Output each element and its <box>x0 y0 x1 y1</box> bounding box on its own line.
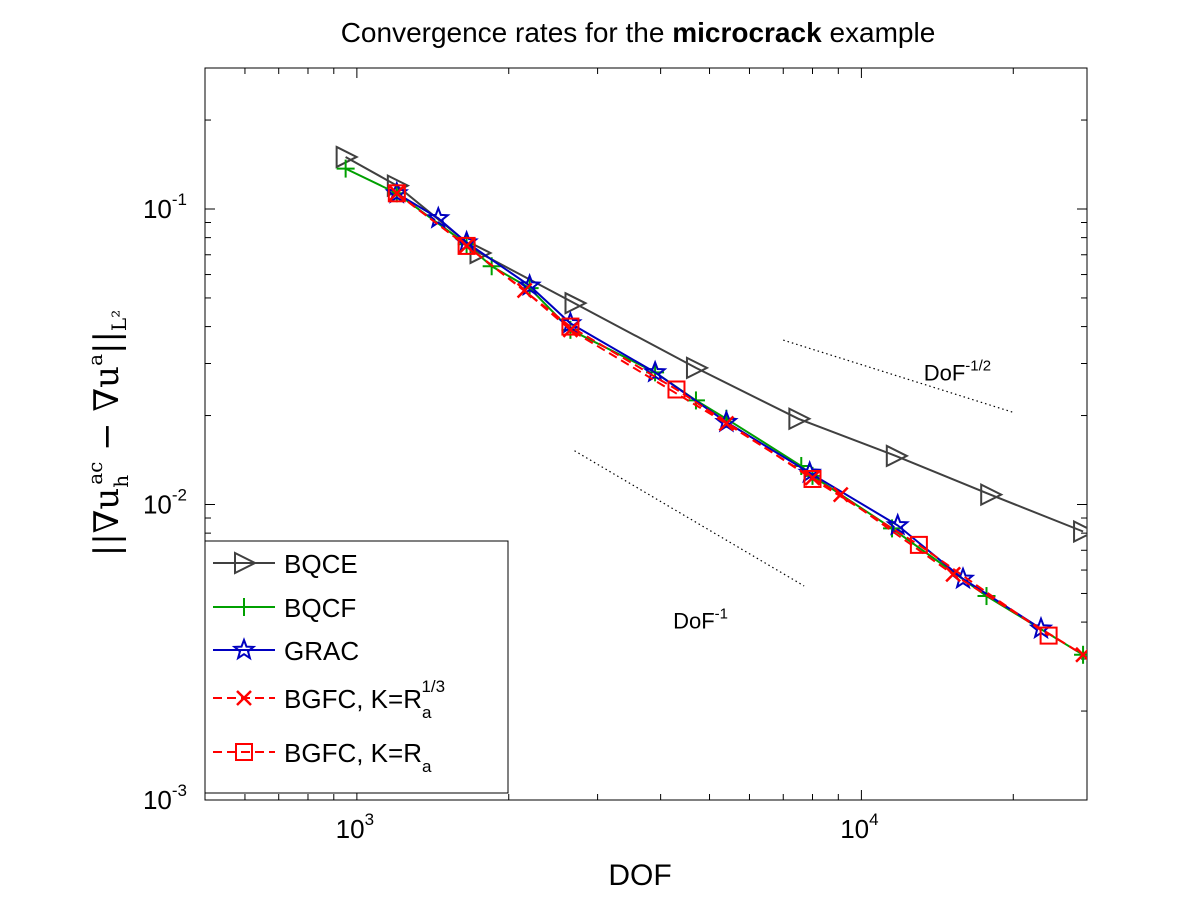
y-tick-label: 10-1 <box>143 190 187 224</box>
y-tick-label: 10-3 <box>143 781 187 815</box>
point-marker <box>980 483 1004 507</box>
point-marker <box>517 272 542 297</box>
series-line <box>396 192 1050 637</box>
point-marker <box>803 469 822 488</box>
point-marker <box>387 184 406 203</box>
legend-label: BQCF <box>284 593 356 623</box>
legend-label: GRAC <box>284 636 359 666</box>
ylabel-subend: L² <box>107 310 131 331</box>
ylabel-sup: ac <box>83 462 107 485</box>
legend-entry: BQCE <box>213 549 358 579</box>
slope-annotation: DoF-1/2 <box>924 357 991 385</box>
point-marker <box>561 317 580 336</box>
point-marker <box>426 205 451 229</box>
point-marker <box>1075 646 1087 663</box>
point-marker <box>236 690 252 706</box>
x-axis-label: DOF <box>608 859 671 892</box>
legend: BQCE BQCF GRAC BGFC, K=Ra1/3 BGFC, K=Ra <box>204 540 509 794</box>
ylabel-end: || <box>87 331 127 354</box>
title-emphasis: microcrack <box>672 17 822 48</box>
x-tick-label: 104 <box>840 810 878 844</box>
x-tick-label: 103 <box>336 810 374 844</box>
point-marker <box>457 236 476 255</box>
point-marker <box>231 637 257 661</box>
chart-title: Convergence rates for the microcrack exa… <box>341 17 936 48</box>
point-marker <box>1039 626 1058 645</box>
series-line <box>345 156 1084 533</box>
axis-ticks: 103 104 10-3 10-2 10-1 <box>143 68 1087 844</box>
point-marker <box>685 356 710 380</box>
point-marker <box>1073 519 1087 544</box>
point-marker <box>667 380 686 399</box>
point-marker <box>564 291 588 315</box>
point-marker <box>642 359 668 383</box>
point-marker <box>336 159 355 178</box>
slope-annotation: DoF-1 <box>673 606 728 634</box>
series-5 <box>387 184 1058 645</box>
y-tick-label: 10-2 <box>143 485 187 519</box>
ylabel-sub: h <box>109 475 133 488</box>
point-marker <box>788 407 812 431</box>
ylabel-mid: − ∇u <box>87 366 127 462</box>
legend-entry: BQCF <box>213 593 356 623</box>
legend-label: BGFC, K=Ra1/3 <box>284 677 445 722</box>
legend-entry: GRAC <box>213 636 359 666</box>
point-marker <box>885 444 910 468</box>
point-marker <box>235 743 253 761</box>
point-marker <box>945 566 962 583</box>
ylabel-sup2: a <box>83 354 107 366</box>
legend-entry: BGFC, K=Ra <box>213 738 432 776</box>
annotations: DoF-1/2 DoF-1 <box>673 357 991 633</box>
point-marker <box>234 551 258 575</box>
point-marker <box>797 459 823 484</box>
point-marker <box>832 486 849 503</box>
legend-label: BGFC, K=Ra <box>284 738 432 776</box>
title-suffix: example <box>829 17 935 48</box>
y-axis-label: ||∇uhac − ∇ua||L² <box>83 310 133 557</box>
legend-entry: BGFC, K=Ra1/3 <box>213 677 445 722</box>
legend-label: BQCE <box>284 549 358 579</box>
point-marker <box>885 512 910 536</box>
series-line <box>396 192 1042 630</box>
point-marker <box>909 535 928 554</box>
point-marker <box>235 598 253 616</box>
series-layer <box>335 145 1087 664</box>
ylabel-main: ||∇u <box>87 488 127 557</box>
title-prefix: Convergence rates for the <box>341 17 673 48</box>
